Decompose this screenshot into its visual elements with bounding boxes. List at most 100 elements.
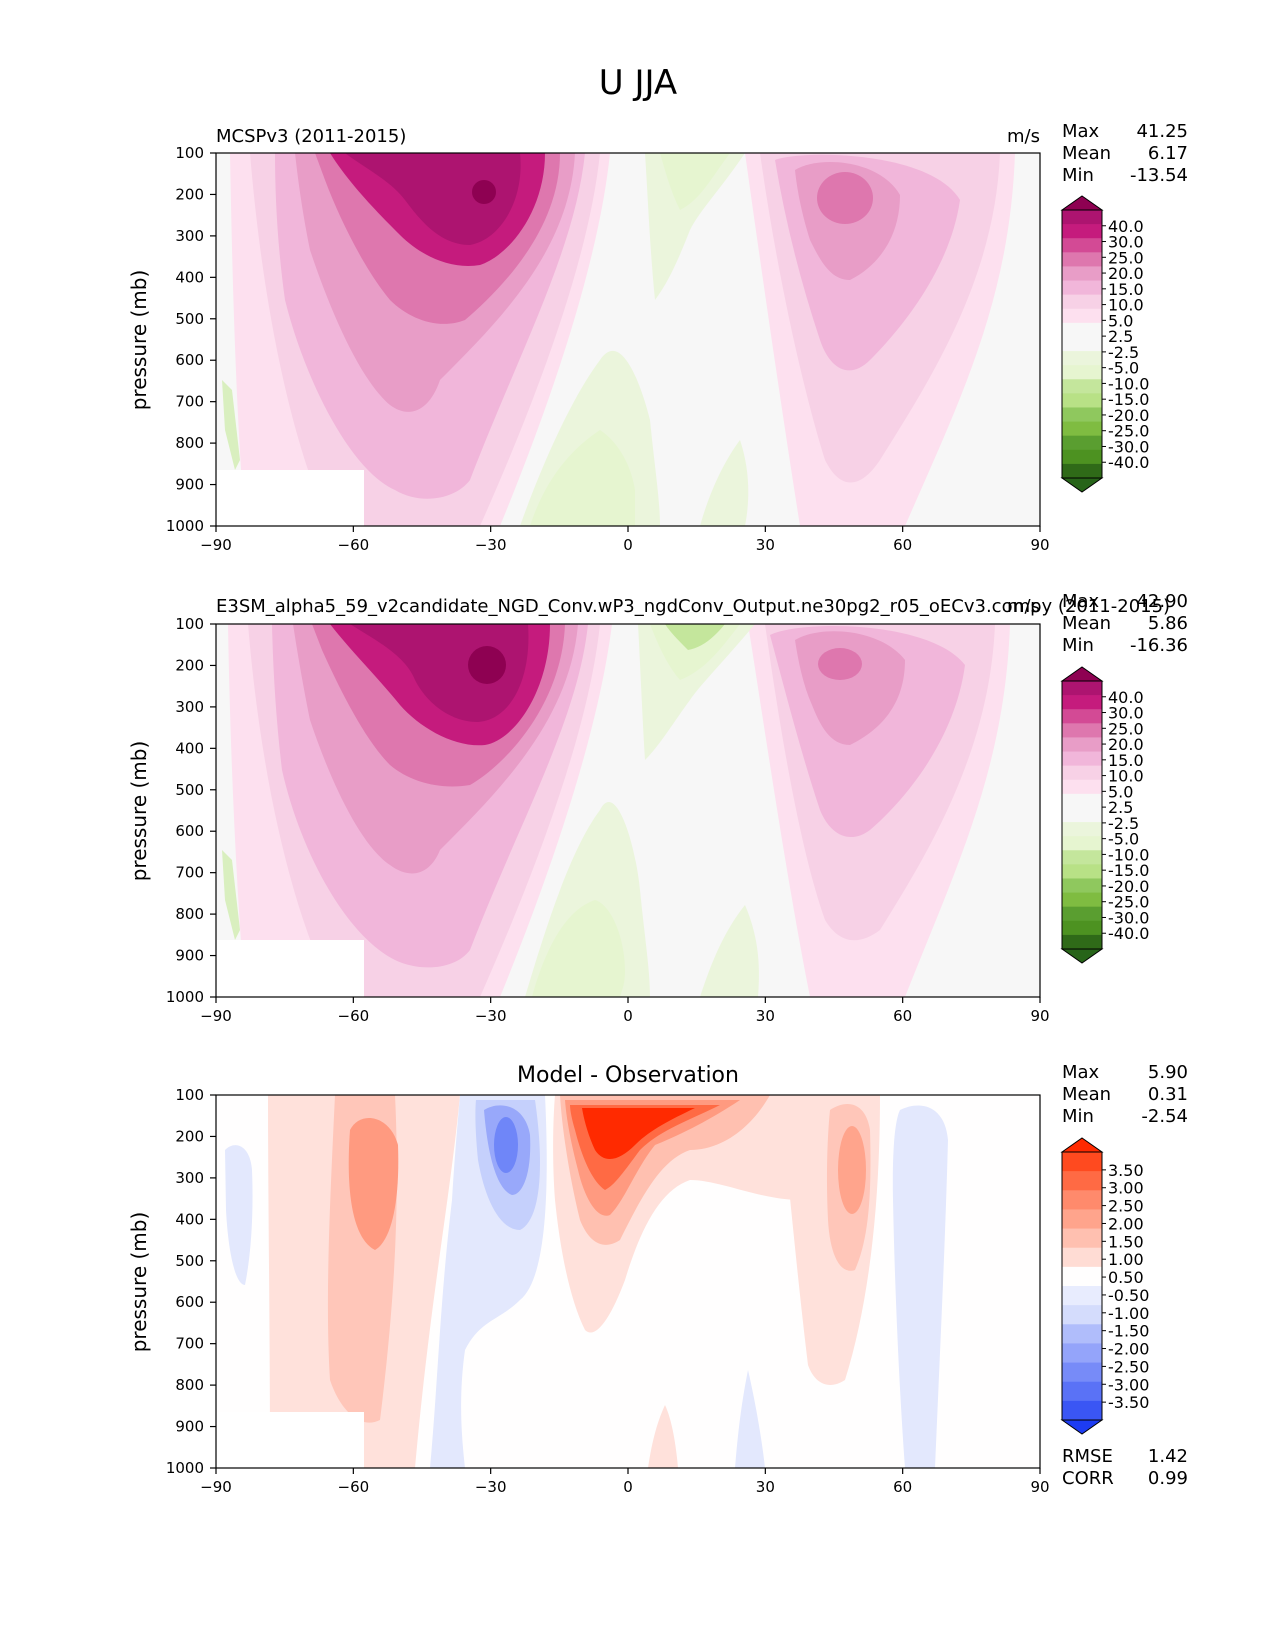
topography-mask [216,470,364,526]
colorbar-segment [1062,351,1102,366]
colorbar-segment [1062,1209,1102,1230]
ytick-label: 900 [175,476,204,494]
colorbar-segment [1062,1343,1102,1364]
colorbar-label: -40.0 [1108,924,1149,943]
colorbar-label: 3.50 [1108,1161,1144,1180]
panel-difference: Model - Observation [127,1062,1188,1496]
colorbar-segment [1062,407,1102,423]
colorbar-label: -10.0 [1108,845,1149,864]
contour-level-neg5-upper [660,153,730,210]
xtick-label: 30 [756,1478,775,1496]
colorbar-label: 0.50 [1108,1268,1144,1287]
ytick-label: 300 [175,698,204,716]
panel-test-stats: Max 41.25 Mean 6.17 Min -13.54 [1062,121,1188,186]
colorbar-label: -3.50 [1108,1393,1149,1412]
colorbar-label: 1.50 [1108,1232,1144,1251]
colorbar-label: -25.0 [1108,893,1149,912]
colorbar-extend-max [1060,1137,1104,1153]
ytick-label: 300 [175,1169,204,1187]
colorbar-label: 20.0 [1108,264,1144,283]
xtick-label: −90 [200,1478,232,1496]
contour-level-40 [468,646,506,684]
ytick-label: 300 [175,227,204,245]
contour-pos0.5-eq-lower [648,1405,678,1468]
colorbar-segment [1062,308,1102,324]
colorbar-segment [1062,892,1102,908]
stat-value: 5.90 [1148,1062,1188,1083]
colorbar-segment [1062,709,1102,724]
colorbar-label: 30.0 [1108,704,1144,723]
stat-label: Max [1062,121,1100,142]
ytick-label: 400 [175,268,204,286]
colorbar-label: -40.0 [1108,453,1149,472]
colorbar-extend-min [1060,477,1104,493]
colorbar-label: 2.5 [1108,798,1133,817]
colorbar-segment [1062,224,1102,239]
colorbar-segment [1062,695,1102,710]
ytick-label: 400 [175,739,204,757]
panel-test-yaxis: 100 200 300 400 500 600 700 800 900 1000 [166,144,216,535]
stat-label: Max [1062,591,1100,612]
xtick-label: −90 [200,536,232,554]
contour-level-neg-edge [222,380,240,470]
colorbar-label: 25.0 [1108,248,1144,267]
ytick-label: 100 [175,1086,204,1104]
colorbar-label: 40.0 [1108,217,1144,236]
colorbar-extend-max [1060,195,1104,211]
stat-value: 1.42 [1148,1446,1188,1467]
ytick-label: 700 [175,1335,204,1353]
colorbar-segment [1062,1324,1102,1345]
colorbar-segment [1062,850,1102,865]
contour-neg0.5-west [225,1145,253,1285]
panel-test: MCSPv3 (2011-2015) m/s [127,121,1188,554]
contour-pos3.5-eq [582,1108,695,1160]
figure-title: U JJA [599,63,677,103]
contour-pos1.5-50n [838,1126,866,1214]
panel-reference: E3SM_alpha5_59_v2candidate_NGD_Conv.wP3_… [127,591,1188,1025]
colorbar-segment [1062,737,1102,753]
colorbar-segment [1062,294,1102,310]
colorbar-segment [1062,779,1102,795]
colorbar-label: 2.00 [1108,1214,1144,1233]
ytick-label: 500 [175,781,204,799]
colorbar-label: -2.5 [1108,814,1139,833]
colorbar-segment [1062,435,1102,451]
panel-difference-stats: Max 5.90 Mean 0.31 Min -2.54 [1062,1062,1188,1127]
xtick-label: 30 [756,536,775,554]
ytick-label: 200 [175,185,204,203]
colorbar-segment [1062,365,1102,380]
colorbar-label: -1.50 [1108,1322,1149,1341]
xtick-label: 0 [623,536,633,554]
contour-level-40 [472,180,496,204]
panel-test-xaxis: −90 −60 −30 0 30 60 90 [200,526,1050,554]
colorbar-label: 2.5 [1108,327,1133,346]
ytick-label: 800 [175,1376,204,1394]
xtick-label: 0 [623,1478,633,1496]
ytick-label: 200 [175,1127,204,1145]
colorbar-label: 10.0 [1108,296,1144,315]
stat-value: -2.54 [1141,1106,1188,1127]
colorbar-frame [1061,209,1103,479]
colorbar-segment [1062,751,1102,767]
panel-difference-ylabel: pressure (mb) [127,1212,151,1353]
colorbar-label: -5.0 [1108,830,1139,849]
stat-value: -13.54 [1130,165,1188,186]
stat-label: Min [1062,165,1094,186]
contour-neg0.5-65n [892,1105,948,1468]
stat-label: CORR [1062,1468,1114,1489]
panel-test-contours [216,153,1040,526]
colorbar-label: 30.0 [1108,233,1144,252]
xtick-label: 90 [1030,1478,1049,1496]
colorbar-segment [1062,266,1102,282]
colorbar-segment [1062,1190,1102,1211]
colorbar-label: 5.0 [1108,311,1133,330]
colorbar-segment [1062,836,1102,851]
colorbar-label: -20.0 [1108,877,1149,896]
colorbar-segment [1062,1286,1102,1306]
stat-value: 0.99 [1148,1468,1188,1489]
colorbar-label: 2.50 [1108,1197,1144,1216]
panel-test-colorbar: 40.030.025.020.015.010.05.02.5-2.5-5.0-1… [1060,195,1149,493]
colorbar-segment [1062,1305,1102,1325]
panel-reference-units: m/s [1007,596,1040,617]
colorbar-label: 15.0 [1108,280,1144,299]
